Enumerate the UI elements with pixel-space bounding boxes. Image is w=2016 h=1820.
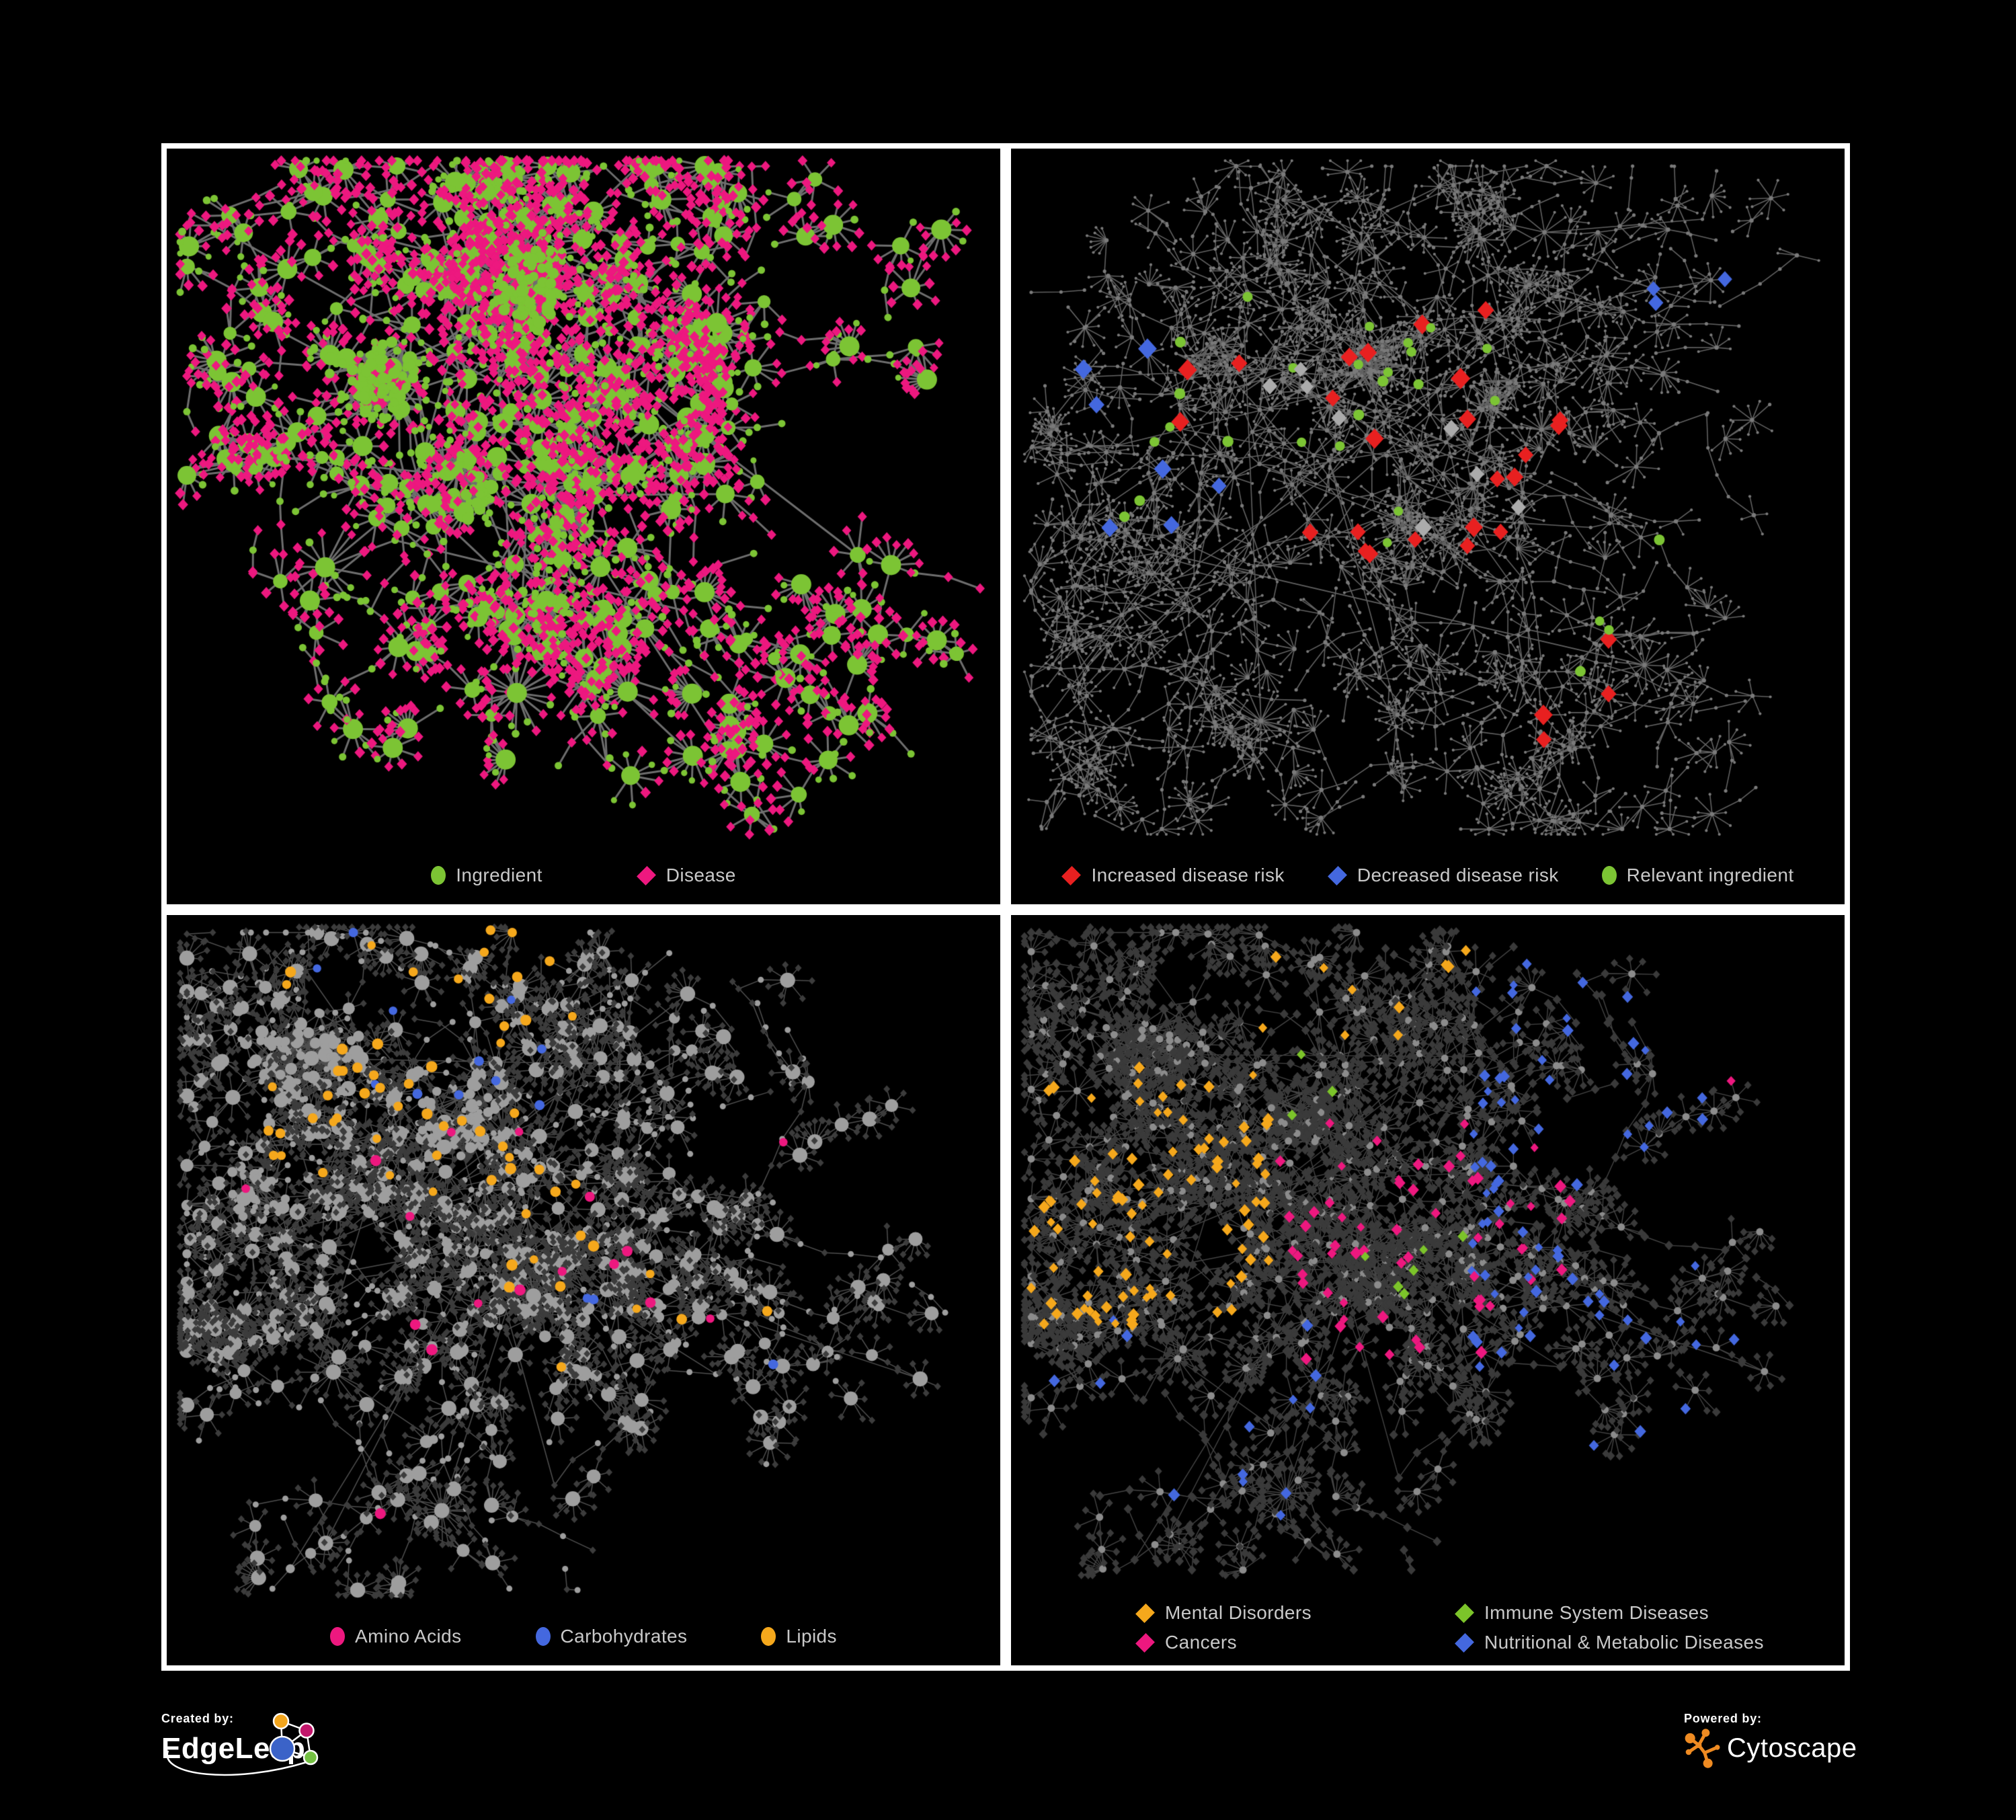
legend-item: Immune System Diseases <box>1455 1602 1764 1624</box>
panel-macronutrients: Amino Acids Carbohydrates Lipids <box>161 910 1006 1671</box>
legend-item: Nutritional & Metabolic Diseases <box>1455 1632 1764 1653</box>
edgeleap-node-green <box>303 1749 319 1766</box>
edgeleap-logo-icon <box>269 1712 319 1766</box>
legend-item: Relevant ingredient <box>1601 865 1794 886</box>
network-canvas-disease-categories <box>1011 915 1845 1587</box>
legend-item: Lipids <box>761 1626 837 1647</box>
legend-marker-circle <box>330 1627 346 1646</box>
legend-label: Mental Disorders <box>1165 1602 1312 1623</box>
panel-grid: Ingredient Disease Increased disease risk… <box>161 143 1850 1671</box>
legend-disease-risk: Increased disease risk Decreased disease … <box>1011 846 1845 904</box>
edgeleap-node-magenta <box>298 1723 315 1739</box>
legend-label: Immune System Diseases <box>1484 1602 1709 1623</box>
powered-by-label: Powered by: <box>1684 1712 1762 1725</box>
network-canvas-ingredient-disease <box>167 149 1000 846</box>
legend-label: Cancers <box>1165 1632 1238 1653</box>
legend-marker-circle <box>1601 866 1617 885</box>
legend-label: Amino Acids <box>355 1626 462 1647</box>
legend-marker-diamond <box>1455 1603 1474 1623</box>
cytoscape-logo-icon <box>1685 1729 1720 1768</box>
legend-item: Ingredient <box>431 865 542 886</box>
legend-label: Carbohydrates <box>560 1626 688 1647</box>
legend-marker-diamond <box>1135 1632 1155 1653</box>
legend-label: Nutritional & Metabolic Diseases <box>1484 1632 1764 1653</box>
legend-marker-diamond <box>1061 865 1082 885</box>
legend-label: Increased disease risk <box>1091 865 1285 885</box>
panel-disease-categories: Mental Disorders Immune System Diseases Ca… <box>1006 910 1850 1671</box>
legend-item: Cancers <box>1135 1632 1455 1653</box>
legend-item: Amino Acids <box>330 1626 461 1647</box>
panel-ingredient-disease: Ingredient Disease <box>161 143 1006 910</box>
legend-marker-circle <box>431 866 446 885</box>
edgeleap-node-blue <box>269 1735 296 1762</box>
edgeleap-node-orange <box>272 1712 290 1730</box>
legend-marker-diamond <box>1135 1603 1155 1623</box>
legend-marker-circle <box>761 1627 776 1646</box>
legend-label: Relevant ingredient <box>1626 865 1794 885</box>
panel-disease-risk: Increased disease risk Decreased disease … <box>1006 143 1850 910</box>
legend-label: Disease <box>666 865 736 885</box>
legend-ingredient-disease: Ingredient Disease <box>167 846 1000 904</box>
legend-label: Lipids <box>786 1626 837 1647</box>
legend-label: Decreased disease risk <box>1357 865 1559 885</box>
edgeleap-brand-block: Created by: EdgeLeap <box>161 1712 343 1786</box>
legend-marker-circle <box>535 1627 551 1646</box>
legend-marker-diamond <box>636 865 656 885</box>
network-canvas-disease-risk <box>1011 149 1845 846</box>
legend-marker-diamond <box>1455 1632 1474 1653</box>
legend-macronutrients: Amino Acids Carbohydrates Lipids <box>167 1608 1000 1665</box>
network-canvas-macronutrients <box>167 915 1000 1608</box>
created-by-label: Created by: <box>161 1712 234 1725</box>
legend-item: Carbohydrates <box>535 1626 688 1647</box>
legend-item: Mental Disorders <box>1135 1602 1455 1624</box>
legend-item: Decreased disease risk <box>1327 865 1559 886</box>
cytoscape-logo-text: Cytoscape <box>1727 1733 1857 1763</box>
legend-label: Ingredient <box>456 865 542 885</box>
legend-item: Disease <box>636 865 736 886</box>
cytoscape-brand-block: Powered by: <box>1684 1712 1872 1786</box>
legend-marker-diamond <box>1327 865 1347 885</box>
legend-item: Increased disease risk <box>1061 865 1284 886</box>
legend-disease-categories: Mental Disorders Immune System Diseases Ca… <box>1011 1590 1845 1665</box>
